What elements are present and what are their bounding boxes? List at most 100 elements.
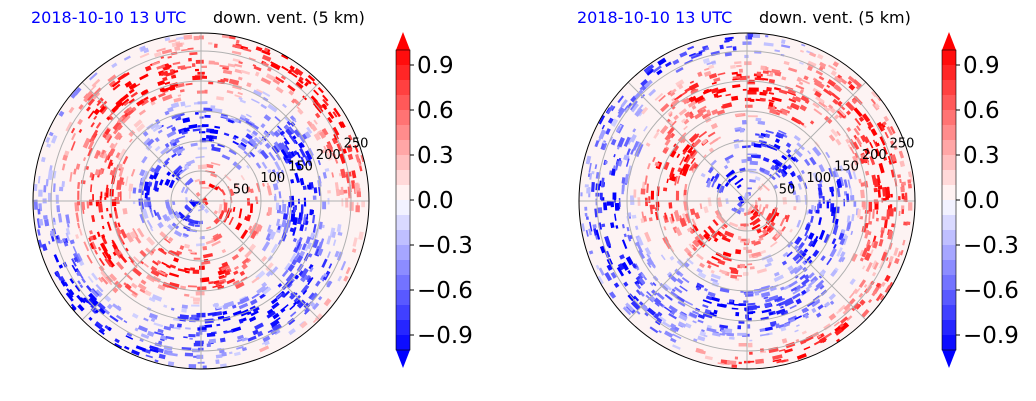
heatmap-cell xyxy=(624,173,630,184)
heatmap-cell xyxy=(774,229,783,239)
heatmap-cell xyxy=(588,250,594,255)
colorbar-segment xyxy=(942,230,956,246)
heatmap-cell xyxy=(706,60,716,66)
heatmap-cell xyxy=(210,172,218,178)
heatmap-cell xyxy=(323,298,332,307)
heatmap-cell xyxy=(832,224,838,235)
heatmap-cell xyxy=(246,128,252,133)
heatmap-cell xyxy=(648,217,653,222)
heatmap-cell xyxy=(269,266,279,276)
heatmap-cell xyxy=(273,329,281,335)
heatmap-cell xyxy=(637,236,644,246)
heatmap-cell xyxy=(824,332,832,339)
heatmap-cell xyxy=(858,116,865,122)
heatmap-cell xyxy=(154,145,161,152)
heatmap-cell xyxy=(98,329,105,336)
heatmap-cell xyxy=(195,112,199,115)
heatmap-cell xyxy=(206,343,211,347)
heatmap-cell xyxy=(265,73,277,82)
colorbar-tick-label: −0.9 xyxy=(417,323,473,349)
heatmap-cell xyxy=(639,291,645,297)
heatmap-cell xyxy=(749,179,756,183)
heatmap-cell xyxy=(592,224,597,229)
heatmap-cell xyxy=(669,323,677,329)
heatmap-cell xyxy=(782,251,789,258)
heatmap-cell xyxy=(261,255,268,263)
heatmap-cell xyxy=(703,229,711,237)
heatmap-cell xyxy=(289,304,296,311)
heatmap-cell xyxy=(155,211,162,221)
heatmap-cell xyxy=(669,167,675,178)
heatmap-cell xyxy=(249,316,257,322)
heatmap-cell xyxy=(139,73,149,81)
colorbar-segment xyxy=(396,305,410,321)
heatmap-cell xyxy=(164,199,171,209)
heatmap-cell xyxy=(774,72,781,76)
heatmap-cell xyxy=(308,292,315,300)
heatmap-cell xyxy=(183,34,193,40)
heatmap-cell xyxy=(87,110,95,119)
heatmap-cell xyxy=(691,167,697,174)
heatmap-cell xyxy=(751,217,761,226)
heatmap-cell xyxy=(668,312,677,320)
heatmap-cell xyxy=(598,115,606,125)
heatmap-cell xyxy=(232,140,240,146)
heatmap-cell xyxy=(789,304,797,310)
heatmap-cell xyxy=(774,49,781,53)
heatmap-cell xyxy=(123,55,131,61)
heatmap-cell xyxy=(200,65,208,68)
heatmap-cell xyxy=(839,237,846,246)
heatmap-cell xyxy=(696,286,701,291)
heatmap-cell xyxy=(194,224,200,228)
heatmap-cell xyxy=(697,271,707,279)
colorbar-segment xyxy=(942,125,956,141)
heatmap-cell xyxy=(803,346,811,351)
heatmap-cell xyxy=(678,313,688,322)
heatmap-cell xyxy=(871,271,877,277)
heatmap-cell xyxy=(732,46,737,51)
heatmap-cell xyxy=(675,270,681,276)
heatmap-cell xyxy=(793,206,797,211)
heatmap-cell xyxy=(711,109,719,116)
heatmap-cell xyxy=(179,89,185,93)
heatmap-cell xyxy=(289,311,297,318)
heatmap-cell xyxy=(853,127,861,136)
heatmap-cell xyxy=(184,177,193,187)
heatmap-cell xyxy=(733,143,740,149)
heatmap-cell xyxy=(879,135,887,146)
heatmap-cell xyxy=(668,202,673,209)
angular-gridline xyxy=(81,200,202,321)
heatmap-cell xyxy=(156,47,166,53)
heatmap-cell xyxy=(246,82,252,88)
heatmap-cell xyxy=(173,97,182,103)
heatmap-cell xyxy=(176,135,186,140)
heatmap-cell xyxy=(859,257,864,262)
heatmap-cell xyxy=(804,194,808,205)
heatmap-cell xyxy=(161,261,168,266)
heatmap-cell xyxy=(41,156,46,163)
heatmap-cell xyxy=(223,202,228,213)
heatmap-cell xyxy=(637,104,644,112)
heatmap-cell xyxy=(48,131,54,137)
heatmap-cell xyxy=(611,168,616,176)
heatmap-cell xyxy=(870,128,878,137)
heatmap-cell xyxy=(875,217,879,222)
heatmap-cell xyxy=(803,336,814,343)
heatmap-cell xyxy=(687,100,698,108)
heatmap-cell xyxy=(679,312,688,318)
heatmap-cell xyxy=(351,170,357,179)
heatmap-cell xyxy=(828,293,836,301)
heatmap-cell xyxy=(660,125,669,135)
heatmap-cell xyxy=(623,281,629,287)
heatmap-cell xyxy=(171,126,177,132)
heatmap-cell xyxy=(240,137,249,145)
colorbar-tick-label: −0.6 xyxy=(963,278,1019,304)
heatmap-cell xyxy=(861,201,866,208)
heatmap-cell xyxy=(267,168,272,174)
heatmap-cell xyxy=(254,71,260,77)
heatmap-cell xyxy=(283,140,289,146)
heatmap-cell xyxy=(682,97,690,105)
heatmap-cell xyxy=(128,130,136,138)
heatmap-cell xyxy=(135,345,147,352)
heatmap-cell xyxy=(731,95,739,101)
